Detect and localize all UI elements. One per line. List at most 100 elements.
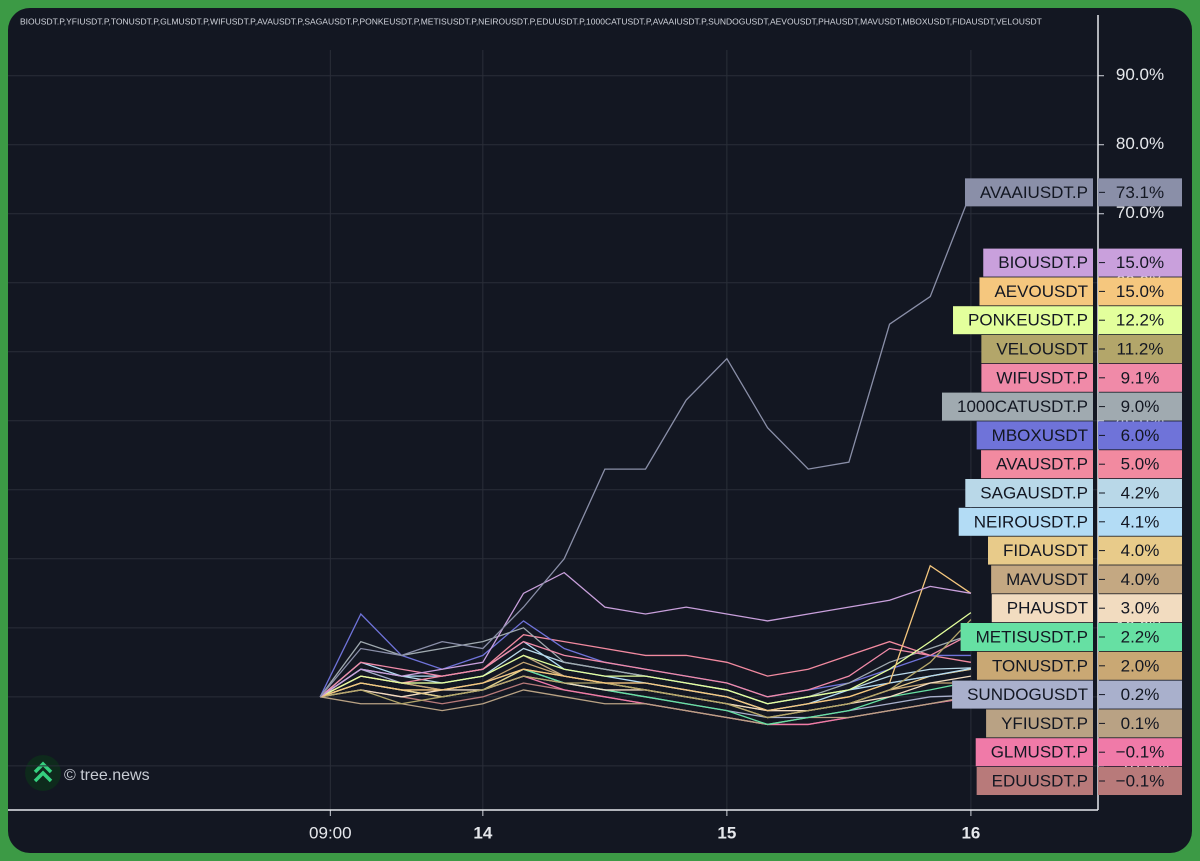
y-tick-label: 70.0% xyxy=(1116,203,1164,222)
series-tag: AVAUSDT.P 5.0% xyxy=(981,450,1182,479)
tag-value-box xyxy=(1098,709,1182,738)
legend-label: PHAUSDT xyxy=(1007,599,1088,618)
legend-label: PONKEUSDT.P xyxy=(968,311,1088,330)
series-tag: FIDAUSDT 4.0% xyxy=(988,536,1182,565)
tag-name-box xyxy=(983,248,1093,277)
tag-value-box xyxy=(1098,421,1182,450)
tag-name-box xyxy=(975,738,1093,767)
value-label: 2.0% xyxy=(1121,656,1160,675)
legend-label: MBOXUSDT xyxy=(992,426,1088,445)
tag-value-box xyxy=(1098,507,1182,536)
value-label: 12.2% xyxy=(1116,311,1164,330)
tag-name-box xyxy=(965,479,1093,507)
tag-name-box xyxy=(981,335,1093,363)
series-tag: VELOUSDT 11.2% xyxy=(981,335,1182,363)
tag-value-box xyxy=(1098,277,1182,306)
series-tag: MBOXUSDT 6.0% xyxy=(976,421,1182,450)
value-label: 4.0% xyxy=(1121,541,1160,560)
tag-value-box xyxy=(1098,248,1182,277)
tag-name-box xyxy=(976,767,1093,795)
tag-value-box xyxy=(1098,335,1182,363)
legend-label: SAGAUSDT.P xyxy=(980,483,1088,502)
tag-name-box xyxy=(979,277,1093,306)
y-tick-label: 90.0% xyxy=(1116,65,1164,84)
legend-label: VELOUSDT xyxy=(996,339,1088,358)
tag-name-box xyxy=(991,594,1093,623)
x-tick-label: 16 xyxy=(961,823,980,842)
series-line xyxy=(319,564,972,712)
tag-value-box xyxy=(1098,651,1182,680)
value-label: 3.0% xyxy=(1121,599,1160,618)
series-line xyxy=(319,571,972,698)
x-tick-label: 15 xyxy=(717,823,736,842)
series-tag: GLMUSDT.P −0.1% xyxy=(975,738,1182,767)
legend-label: BIOUSDT.P xyxy=(998,253,1088,272)
series-line xyxy=(319,192,972,698)
legend-label: FIDAUSDT xyxy=(1003,541,1088,560)
legend-label: SUNDOGUSDT xyxy=(967,685,1088,704)
value-label: 5.0% xyxy=(1121,455,1160,474)
series-line xyxy=(319,633,972,698)
series-tag: NEIROUSDT.P 4.1% xyxy=(958,507,1182,536)
legend-label: MAVUSDT xyxy=(1006,570,1088,589)
legend-label: NEIROUSDT.P xyxy=(974,512,1088,531)
series-tag: WIFUSDT.P 9.1% xyxy=(981,363,1182,392)
tag-name-box xyxy=(991,565,1093,594)
legend-label: GLMUSDT.P xyxy=(991,743,1088,762)
y-tick-label: 80.0% xyxy=(1116,134,1164,153)
legend-label: METISUSDT.P xyxy=(976,627,1088,646)
tag-name-box xyxy=(960,623,1093,651)
tag-value-box xyxy=(1098,623,1182,651)
legend-label: AVAUSDT.P xyxy=(996,455,1088,474)
series-tag: TONUSDT.P 2.0% xyxy=(976,651,1182,680)
series-tag: EDUUSDT.P −0.1% xyxy=(976,767,1182,795)
tag-name-box xyxy=(958,507,1093,536)
chart-title: BIOUSDT.P,YFIUSDT.P,TONUSDT.P,GLMUSDT.P,… xyxy=(20,16,1042,26)
legend-label: YFIUSDT.P xyxy=(1001,714,1088,733)
x-tick-label: 09:00 xyxy=(309,823,352,842)
logo-icon xyxy=(33,761,53,783)
value-label: −0.1% xyxy=(1116,771,1165,790)
tag-value-box xyxy=(1098,363,1182,392)
legend-label: AEVOUSDT xyxy=(994,282,1088,301)
value-label: 15.0% xyxy=(1116,282,1164,301)
series-tag: METISUSDT.P 2.2% xyxy=(960,623,1182,651)
tag-value-box xyxy=(1098,479,1182,507)
value-label: 4.1% xyxy=(1121,512,1160,531)
tag-value-box xyxy=(1098,178,1182,207)
tag-name-box xyxy=(981,450,1093,479)
series-tag: BIOUSDT.P 15.0% xyxy=(983,248,1182,277)
legend-label: WIFUSDT.P xyxy=(996,368,1088,387)
value-label: 0.2% xyxy=(1121,685,1160,704)
lines xyxy=(319,192,972,726)
tag-value-box xyxy=(1098,767,1182,795)
tag-value-box xyxy=(1098,536,1182,565)
value-label: 4.2% xyxy=(1121,483,1160,502)
x-tick-label: 14 xyxy=(473,823,492,842)
legend-label: 1000CATUSDT.P xyxy=(957,397,1088,416)
series-tag: YFIUSDT.P 0.1% xyxy=(986,709,1182,738)
watermark-text: © tree.news xyxy=(64,767,150,784)
tag-name-box xyxy=(952,680,1093,709)
panel xyxy=(8,8,1192,853)
tag-name-box xyxy=(981,363,1093,392)
tag-value-box xyxy=(1098,565,1182,594)
series-line xyxy=(320,689,972,726)
series-tag: SUNDOGUSDT 0.2% xyxy=(952,680,1182,709)
value-label: 9.1% xyxy=(1121,368,1160,387)
tag-name-box xyxy=(986,709,1093,738)
series-tag: AVAAIUSDT.P 73.1% xyxy=(964,178,1182,207)
tag-name-box xyxy=(941,392,1093,421)
tag-name-box xyxy=(976,651,1093,680)
tag-value-box xyxy=(1098,680,1182,709)
series-tag: MAVUSDT 4.0% xyxy=(991,565,1182,594)
legend-label: TONUSDT.P xyxy=(992,656,1088,675)
value-label: 4.0% xyxy=(1121,570,1160,589)
series-line xyxy=(319,612,972,705)
series-tag: SAGAUSDT.P 4.2% xyxy=(965,479,1182,507)
series-tag: PONKEUSDT.P 12.2% xyxy=(953,306,1182,335)
value-label: 11.2% xyxy=(1117,339,1164,358)
tag-value-box xyxy=(1098,594,1182,623)
